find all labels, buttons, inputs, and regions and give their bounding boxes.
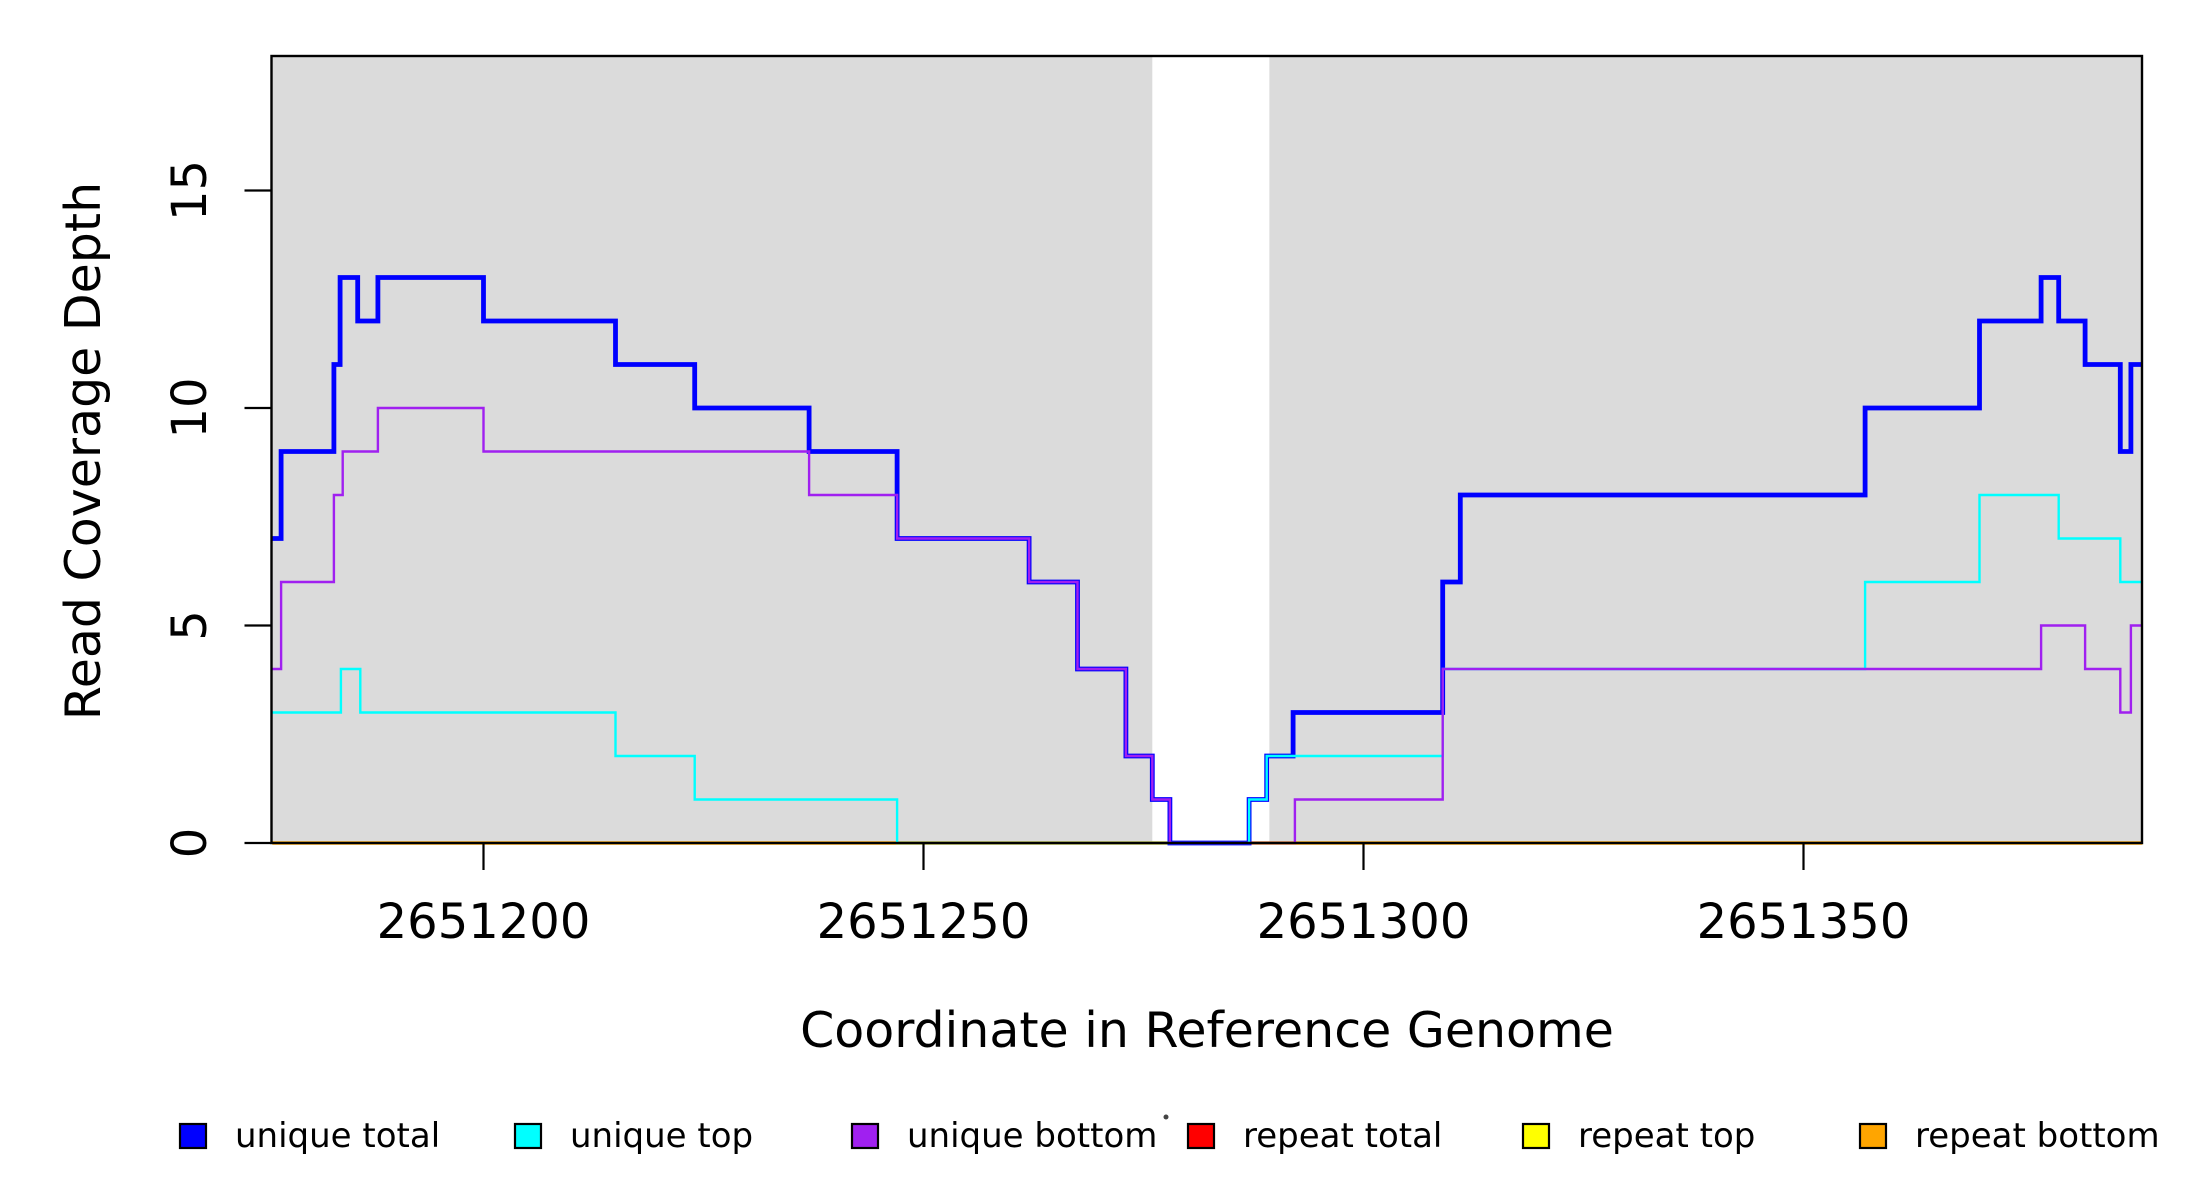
x-axis-tick-label: 2651200 (377, 894, 591, 950)
legend-swatch-unique-total (178, 1122, 208, 1150)
y-axis: 0 5 10 15 (162, 160, 272, 858)
shaded-band-1 (272, 56, 1153, 843)
x-axis: 2651200 2651250 2651300 2651350 (377, 843, 1911, 950)
x-axis-tick-label: 2651300 (1257, 894, 1471, 950)
y-axis-title: Read Coverage Depth (55, 182, 112, 720)
legend-swatch-repeat-total (1186, 1122, 1216, 1150)
legend-item-repeat-bottom: repeat bottom (1858, 1116, 2160, 1156)
legend-label: repeat bottom (1915, 1116, 2160, 1156)
legend-item-unique-top: unique top (513, 1116, 753, 1156)
y-axis-tick-label: 0 (162, 828, 218, 859)
legend-swatch-unique-bottom (850, 1122, 880, 1150)
x-axis-title: Coordinate in Reference Genome (800, 1002, 1614, 1059)
plot-box (270, 54, 2144, 845)
y-axis-tick-label: 5 (162, 610, 218, 641)
x-axis-tick-label: 2651250 (817, 894, 1031, 950)
legend-label: unique top (570, 1116, 753, 1156)
legend-swatch-unique-top (513, 1122, 543, 1150)
legend-swatch-repeat-top (1521, 1122, 1551, 1150)
shaded-bands (272, 56, 2142, 843)
speck-dot (1163, 1114, 1169, 1120)
legend-label: repeat top (1578, 1116, 1755, 1156)
legend-label: repeat total (1243, 1116, 1442, 1156)
shaded-band-2 (1269, 56, 2142, 843)
legend-swatch-repeat-bottom (1858, 1122, 1888, 1150)
legend-label: unique total (235, 1116, 440, 1156)
y-axis-tick-label: 10 (162, 377, 218, 438)
x-axis-tick-label: 2651350 (1697, 894, 1911, 950)
legend-item-unique-total: unique total (178, 1116, 440, 1156)
legend-item-unique-bottom: unique bottom (850, 1116, 1157, 1156)
legend-item-repeat-total: repeat total (1186, 1116, 1442, 1156)
legend-label: unique bottom (907, 1116, 1157, 1156)
legend-item-repeat-top: repeat top (1521, 1116, 1755, 1156)
series-line-unique-bottom (272, 406, 2143, 845)
series-line-unique-top (272, 493, 2143, 845)
legend: unique total unique top unique bottom repea… (178, 1116, 2160, 1156)
y-axis-tick-label: 15 (162, 160, 218, 221)
